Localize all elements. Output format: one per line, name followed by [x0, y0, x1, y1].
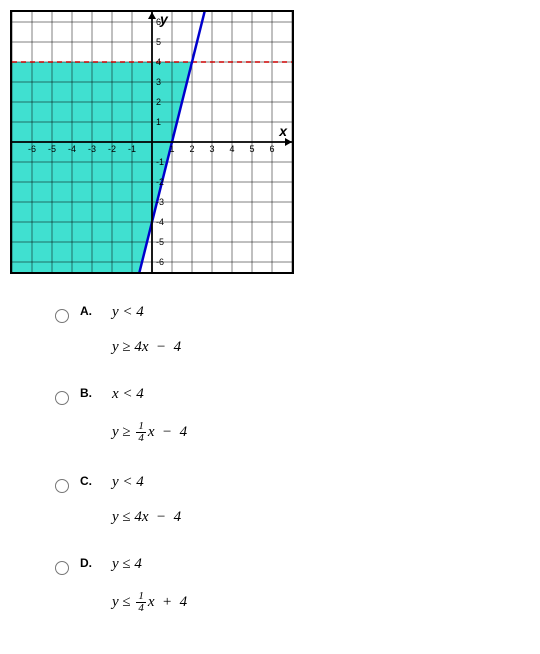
svg-text:5: 5 — [249, 144, 254, 154]
inequalities-A: y < 4 y ≥ 4x − 4 — [112, 304, 181, 356]
inequalities-B: x < 4 y ≥ 14x − 4 — [112, 386, 187, 444]
svg-text:-3: -3 — [156, 197, 164, 207]
ineq2-B: y ≥ 14x − 4 — [112, 421, 187, 444]
svg-text:-4: -4 — [156, 217, 164, 227]
ineq2-D: y ≤ 14x + 4 — [112, 591, 187, 614]
svg-text:-2: -2 — [108, 144, 116, 154]
svg-text:-5: -5 — [156, 237, 164, 247]
ineq1-A: y < 4 — [112, 304, 181, 321]
graph-svg: -6-5-4-3-2-1123456-6-5-4-3-2-1123456xy — [12, 12, 292, 272]
radio-A[interactable] — [55, 309, 69, 323]
inequalities-D: y ≤ 4 y ≤ 14x + 4 — [112, 556, 187, 614]
svg-text:-1: -1 — [156, 157, 164, 167]
svg-text:2: 2 — [189, 144, 194, 154]
option-label-B: B. — [80, 386, 96, 400]
svg-text:5: 5 — [156, 37, 161, 47]
option-D: D. y ≤ 4 y ≤ 14x + 4 — [50, 556, 530, 614]
radio-C[interactable] — [55, 479, 69, 493]
option-label-A: A. — [80, 304, 96, 318]
svg-text:6: 6 — [269, 144, 274, 154]
svg-text:4: 4 — [229, 144, 234, 154]
inequalities-C: y < 4 y ≤ 4x − 4 — [112, 474, 181, 526]
svg-text:-1: -1 — [128, 144, 136, 154]
svg-text:-4: -4 — [68, 144, 76, 154]
svg-text:-3: -3 — [88, 144, 96, 154]
svg-text:3: 3 — [156, 77, 161, 87]
option-label-C: C. — [80, 474, 96, 488]
inequality-graph: -6-5-4-3-2-1123456-6-5-4-3-2-1123456xy — [10, 10, 294, 274]
svg-text:4: 4 — [156, 57, 161, 67]
ineq1-B: x < 4 — [112, 386, 187, 403]
option-label-D: D. — [80, 556, 96, 570]
svg-text:1: 1 — [156, 117, 161, 127]
svg-text:1: 1 — [169, 144, 174, 154]
svg-text:y: y — [159, 12, 169, 27]
svg-text:-5: -5 — [48, 144, 56, 154]
svg-text:x: x — [278, 123, 288, 139]
radio-B[interactable] — [55, 391, 69, 405]
answer-options: A. y < 4 y ≥ 4x − 4 B. x < 4 y ≥ 14x − 4 C. y <… — [50, 304, 530, 614]
option-B: B. x < 4 y ≥ 14x − 4 — [50, 386, 530, 444]
ineq1-C: y < 4 — [112, 474, 181, 491]
option-C: C. y < 4 y ≤ 4x − 4 — [50, 474, 530, 526]
ineq2-C: y ≤ 4x − 4 — [112, 509, 181, 526]
svg-text:-2: -2 — [156, 177, 164, 187]
svg-text:-6: -6 — [156, 257, 164, 267]
radio-D[interactable] — [55, 561, 69, 575]
svg-text:2: 2 — [156, 97, 161, 107]
svg-text:3: 3 — [209, 144, 214, 154]
option-A: A. y < 4 y ≥ 4x − 4 — [50, 304, 530, 356]
ineq1-D: y ≤ 4 — [112, 556, 187, 573]
svg-text:-6: -6 — [28, 144, 36, 154]
ineq2-A: y ≥ 4x − 4 — [112, 339, 181, 356]
